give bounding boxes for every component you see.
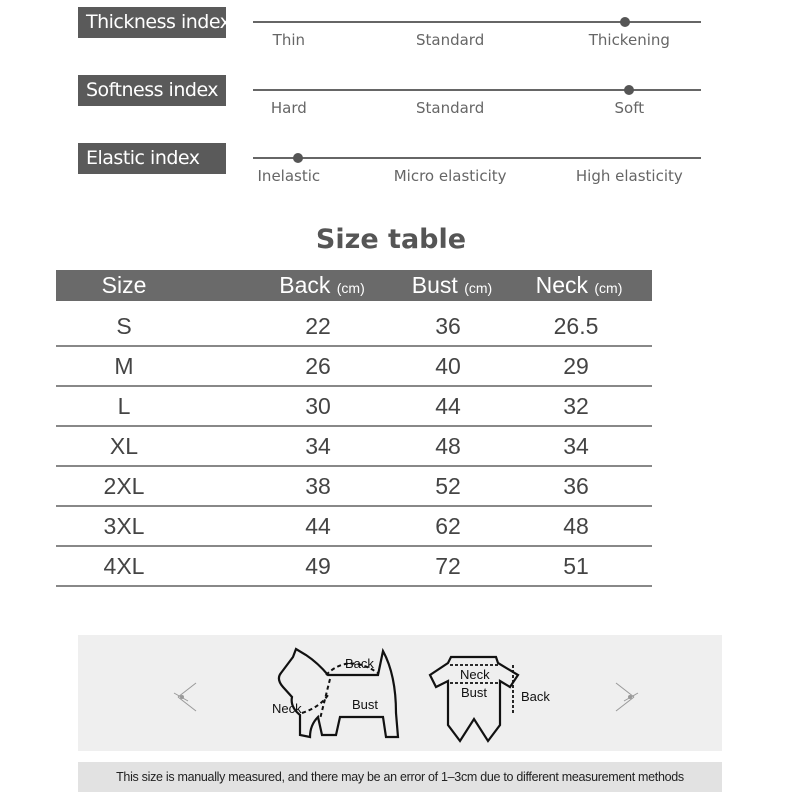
size-table-title: Size table — [315, 224, 467, 255]
table-row: M 26 40 29 — [56, 345, 652, 387]
table-row: 2XL 38 52 36 — [56, 465, 652, 507]
table-cell: 48 — [435, 433, 461, 459]
index-title: Elastic index — [78, 143, 226, 174]
measurement-illustration: Back Neck Bust Neck Bust Back — [78, 635, 722, 751]
table-cell: 36 — [435, 313, 461, 339]
index-scale — [253, 17, 701, 27]
table-cell: L — [117, 393, 131, 419]
table-cell: 2XL — [103, 473, 145, 499]
table-cell: 22 — [305, 313, 331, 339]
garment-outline-icon — [428, 655, 520, 743]
right-decoration-icon — [615, 682, 639, 712]
table-cell: M — [114, 353, 134, 379]
table-cell: 48 — [563, 513, 589, 539]
table-cell: 62 — [435, 513, 461, 539]
table-cell: 52 — [435, 473, 461, 499]
table-cell: 4XL — [103, 553, 145, 579]
table-cell: 29 — [563, 353, 589, 379]
table-cell: 38 — [305, 473, 331, 499]
dog-outline-icon — [277, 647, 400, 739]
table-row: 3XL 44 62 48 — [56, 505, 652, 547]
index-title: Thickness index — [78, 7, 231, 38]
table-cell: 26 — [305, 353, 331, 379]
left-decoration-icon — [173, 682, 197, 712]
index-scale-label: Standard — [415, 31, 485, 49]
index-scale-label: Standard — [415, 99, 485, 117]
table-cell: 51 — [563, 553, 589, 579]
measurement-note: This size is manually measured, and ther… — [78, 762, 722, 792]
index-scale-label: Hard — [270, 99, 307, 117]
column-header: Back (cm) — [279, 272, 365, 298]
table-cell: 26.5 — [553, 313, 599, 339]
size-table-header: Size Back (cm) Bust (cm) Neck (cm) — [56, 270, 652, 301]
table-cell: 40 — [435, 353, 461, 379]
measurement-diagram: Back Neck Bust Neck Bust Back — [173, 647, 639, 743]
table-cell: 44 — [305, 513, 331, 539]
table-cell: 72 — [435, 553, 461, 579]
index-scale-label: High elasticity — [575, 167, 683, 185]
table-cell: 34 — [563, 433, 589, 459]
table-cell: 30 — [305, 393, 331, 419]
column-header: Size — [101, 272, 147, 298]
table-cell: 44 — [435, 393, 461, 419]
index-scale-label: Thickening — [588, 31, 670, 49]
index-scale-label: Thin — [272, 31, 305, 49]
table-row: XL 34 48 34 — [56, 425, 652, 467]
table-row: L 30 44 32 — [56, 385, 652, 427]
table-cell: 3XL — [103, 513, 145, 539]
table-cell: 32 — [563, 393, 589, 419]
garment-back-label: Back — [521, 689, 550, 704]
table-cell: 34 — [305, 433, 331, 459]
dog-neck-label: Neck — [272, 701, 302, 716]
garment-bust-label: Bust — [461, 685, 487, 700]
column-header: Bust (cm) — [411, 272, 493, 298]
index-scale-label: Micro elasticity — [393, 167, 507, 185]
index-title: Softness index — [78, 75, 226, 106]
table-cell: 49 — [305, 553, 331, 579]
table-cell: S — [116, 313, 132, 339]
column-header: Neck (cm) — [535, 272, 623, 298]
table-row: 4XL 49 72 51 — [56, 545, 652, 587]
index-scale-label: Soft — [614, 99, 645, 117]
table-cell: 36 — [563, 473, 589, 499]
index-scale — [253, 153, 701, 163]
table-cell: XL — [109, 433, 139, 459]
garment-neck-label: Neck — [460, 667, 490, 682]
index-scale-label: Inelastic — [257, 167, 321, 185]
dog-back-label: Back — [345, 656, 374, 671]
dog-bust-label: Bust — [352, 697, 378, 712]
table-row: S 22 36 26.5 — [56, 305, 652, 347]
index-level-marker — [624, 85, 635, 95]
index-scale — [253, 85, 701, 95]
index-level-marker — [292, 153, 303, 163]
index-level-marker — [619, 17, 630, 27]
